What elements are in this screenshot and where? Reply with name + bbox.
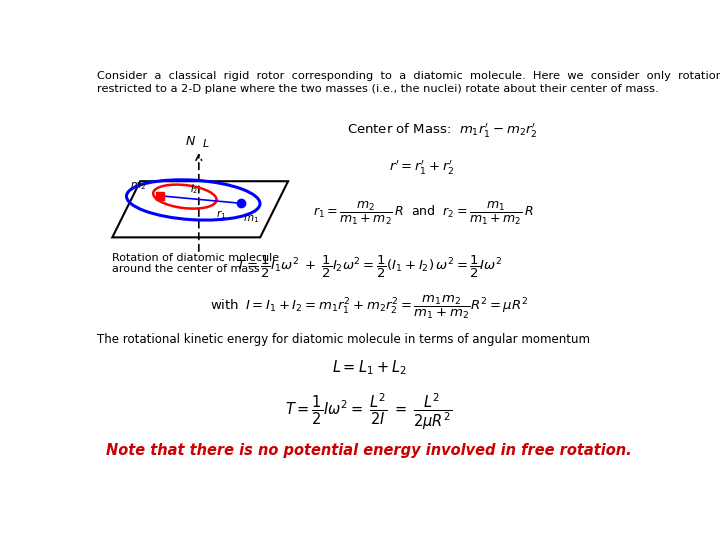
Text: $m_1$: $m_1$ <box>243 214 259 226</box>
Text: The rotational kinetic energy for diatomic molecule in terms of angular momentum: The rotational kinetic energy for diatom… <box>97 333 590 346</box>
Text: Note that there is no potential energy involved in free rotation.: Note that there is no potential energy i… <box>106 443 632 458</box>
Text: $L = L_1 + L_2$: $L = L_1 + L_2$ <box>332 358 406 376</box>
Text: around the center of mass: around the center of mass <box>112 264 260 274</box>
Text: restricted to a 2-D plane where the two masses (i.e., the nuclei) rotate about t: restricted to a 2-D plane where the two … <box>97 84 659 93</box>
Text: $m_2$: $m_2$ <box>130 181 145 192</box>
Text: $r_1$: $r_1$ <box>215 208 226 221</box>
Text: Center of Mass:  $m_1r_1^{\prime} - m_2r_2^{\prime}$: Center of Mass: $m_1r_1^{\prime} - m_2r_… <box>347 121 537 139</box>
Text: $r_1 = \dfrac{m_2}{m_1+m_2}\,R$  and  $r_2 = \dfrac{m_1}{m_1+m_2}\,R$: $r_1 = \dfrac{m_2}{m_1+m_2}\,R$ and $r_2… <box>313 200 534 227</box>
Text: $T = \dfrac{1}{2}I\omega^2 = \;\dfrac{L^2}{2I}\; = \;\dfrac{L^2}{2\mu R^2}$: $T = \dfrac{1}{2}I\omega^2 = \;\dfrac{L^… <box>286 391 452 432</box>
Text: $N$: $N$ <box>185 135 196 148</box>
Text: $I_2$: $I_2$ <box>190 182 199 196</box>
Text: Consider  a  classical  rigid  rotor  corresponding  to  a  diatomic  molecule. : Consider a classical rigid rotor corresp… <box>97 71 720 81</box>
Text: $r^{\prime} = r_1^{\prime} + r_2^{\prime}$: $r^{\prime} = r_1^{\prime} + r_2^{\prime… <box>389 158 454 177</box>
Text: $L$: $L$ <box>202 137 209 149</box>
Text: $T = \dfrac{1}{2}I_1\omega^2 \;+\; \dfrac{1}{2}I_2\omega^2 = \dfrac{1}{2}(I_1 + : $T = \dfrac{1}{2}I_1\omega^2 \;+\; \dfra… <box>236 254 502 280</box>
Text: Rotation of diatomic molecule: Rotation of diatomic molecule <box>112 253 279 263</box>
Text: $\mathrm{with}\;\; I = I_1 + I_2 = m_1r_1^2 + m_2r_2^2 = \dfrac{m_1m_2}{m_1+m_2}: $\mathrm{with}\;\; I = I_1 + I_2 = m_1r_… <box>210 294 528 321</box>
